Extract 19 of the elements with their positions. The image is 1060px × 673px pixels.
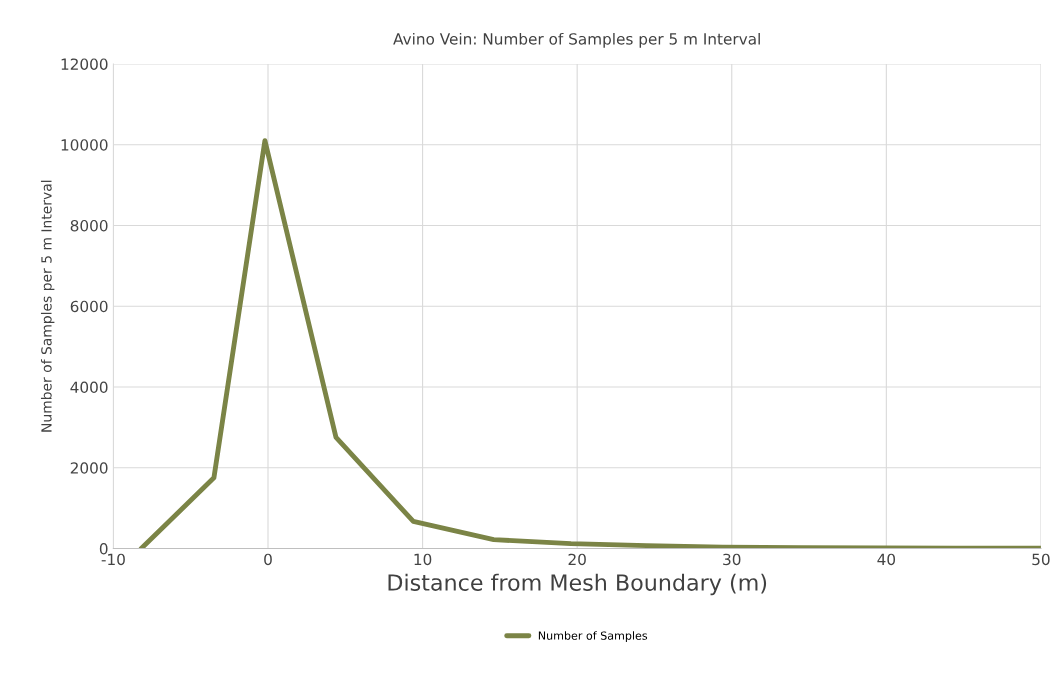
y-tick-label: 6000 — [70, 300, 108, 313]
x-tick-label: 50 — [1032, 553, 1050, 566]
x-tick-label: 30 — [723, 553, 741, 566]
x-tick-label: -10 — [101, 553, 125, 566]
line-series — [138, 138, 1041, 549]
x-tick-label: 20 — [568, 553, 586, 566]
legend-label: Number of Samples — [538, 631, 648, 642]
y-tick-label: 10000 — [61, 139, 108, 151]
x-tick-label: 10 — [414, 553, 432, 566]
chart-title: Avino Vein: Number of Samples per 5 m Interval — [393, 32, 760, 48]
x-tick-label: 40 — [877, 553, 896, 566]
y-tick-label: 0 — [99, 542, 108, 555]
x-tick-label: 0 — [264, 553, 272, 566]
y-tick-label: 8000 — [70, 219, 108, 232]
y-tick-label: 4000 — [70, 381, 108, 393]
y-tick-label: 12000 — [61, 58, 108, 70]
x-axis-title: Distance from Mesh Boundary (m) — [388, 573, 767, 596]
y-tick-label: 2000 — [70, 462, 108, 474]
y-axis-title: Number of Samples per 5 m Interval — [40, 180, 55, 432]
